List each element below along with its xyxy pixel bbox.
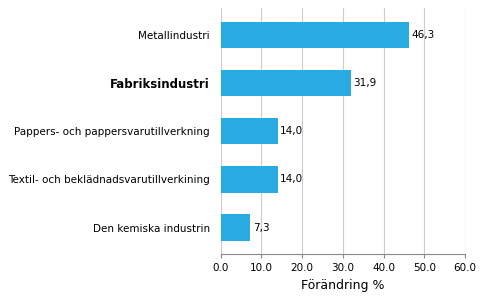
Text: 14,0: 14,0 — [279, 174, 302, 184]
Bar — [220, 118, 277, 145]
Bar — [220, 166, 277, 193]
Text: 14,0: 14,0 — [279, 126, 302, 136]
Bar — [220, 214, 250, 241]
Text: 7,3: 7,3 — [252, 223, 269, 232]
Text: 31,9: 31,9 — [352, 78, 376, 88]
Text: 46,3: 46,3 — [411, 30, 434, 40]
X-axis label: Förändring %: Förändring % — [301, 279, 384, 292]
Bar — [220, 22, 408, 48]
Bar — [220, 70, 350, 96]
